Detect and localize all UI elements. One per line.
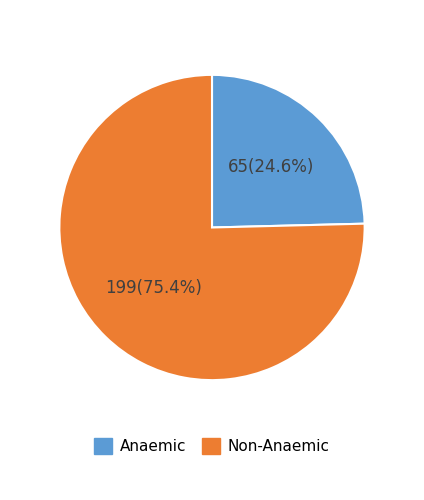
Legend: Anaemic, Non-Anaemic: Anaemic, Non-Anaemic [88, 432, 336, 460]
Wedge shape [59, 75, 365, 380]
Wedge shape [212, 75, 365, 228]
Text: 199(75.4%): 199(75.4%) [105, 278, 202, 296]
Text: 65(24.6%): 65(24.6%) [227, 158, 314, 176]
